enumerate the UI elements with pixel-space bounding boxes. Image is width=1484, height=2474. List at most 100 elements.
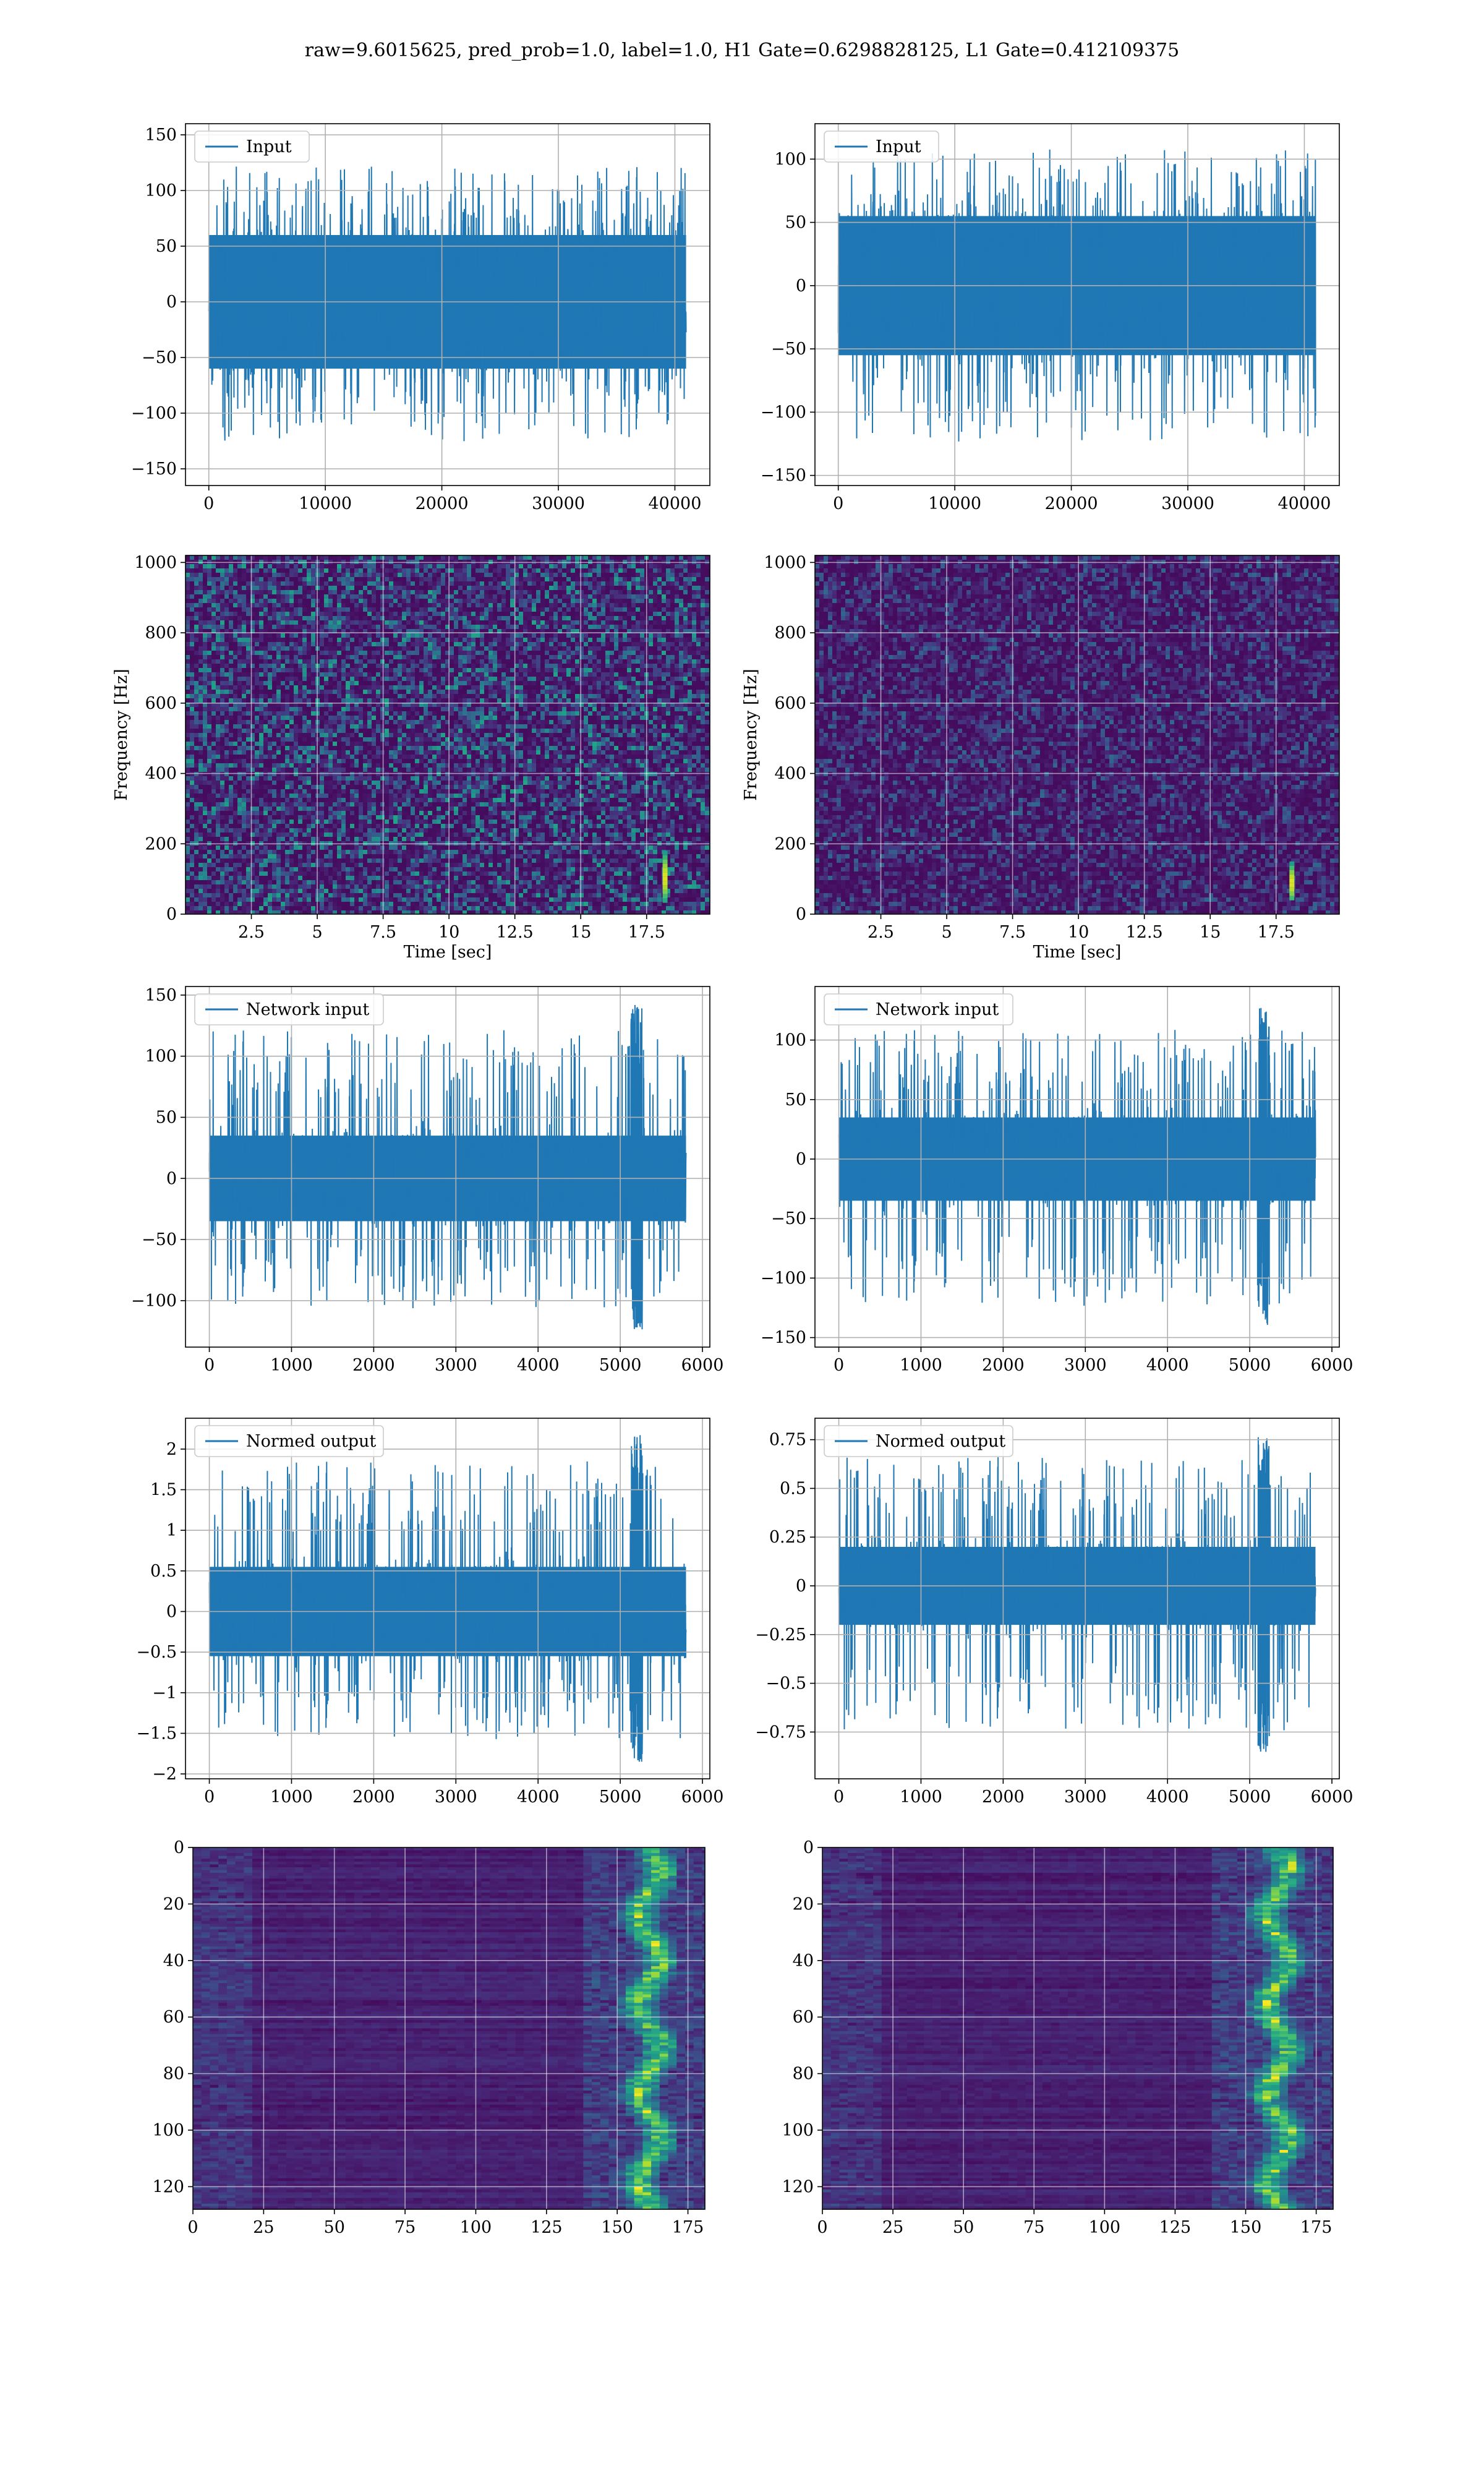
spectrogram-cell <box>705 590 709 594</box>
spectrogram-cell <box>527 603 532 607</box>
spectrogram-cell <box>432 720 437 724</box>
spectrogram-cell <box>268 707 272 711</box>
spectrogram-cell <box>475 599 480 603</box>
spectrogram-cell <box>237 694 242 698</box>
spectrogram-cell <box>328 694 333 698</box>
spectrogram-cell <box>471 612 475 616</box>
spectrogram-cell <box>692 577 696 581</box>
spectrogram-cell <box>527 711 532 716</box>
spectrogram-cell <box>501 633 506 638</box>
spectrogram-cell <box>216 568 220 573</box>
spectrogram-cell <box>411 642 415 646</box>
spectrogram-cell <box>683 716 688 720</box>
spectrogram-cell <box>367 616 372 620</box>
spectrogram-cell <box>203 698 207 703</box>
spectrogram-cell <box>696 655 701 659</box>
spectrogram-cell <box>229 599 233 603</box>
spectrogram-cell <box>203 577 207 581</box>
spectrogram-cell <box>311 646 315 651</box>
spectrogram-cell <box>307 638 311 642</box>
spectrogram-cell <box>220 581 224 586</box>
spectrogram-cell <box>692 633 696 638</box>
spectrogram-cell <box>441 629 445 633</box>
spectrogram-cell <box>224 586 229 590</box>
spectrogram-cell <box>328 577 333 581</box>
spectrogram-cell <box>493 659 497 664</box>
spectrogram-cell <box>536 655 540 659</box>
spectrogram-cell <box>281 590 285 594</box>
spectrogram-cell <box>441 560 445 564</box>
spectrogram-cell <box>285 573 289 577</box>
spectrogram-cell <box>211 668 216 672</box>
spectrogram-cell <box>376 594 380 599</box>
spectrogram-cell <box>302 633 307 638</box>
spectrogram-cell <box>484 564 488 568</box>
spectrogram-cell <box>441 620 445 625</box>
spectrogram-cell <box>224 573 229 577</box>
spectrogram-cell <box>532 703 536 707</box>
spectrogram-cell <box>536 607 540 612</box>
spectrogram-cell <box>437 581 441 586</box>
spectrogram-cell <box>588 603 592 607</box>
spectrogram-cell <box>428 638 432 642</box>
spectrogram-cell <box>523 703 527 707</box>
spectrogram-cell <box>553 681 558 685</box>
spectrogram-cell <box>294 573 298 577</box>
spectrogram-cell <box>636 607 640 612</box>
spectrogram-cell <box>445 720 450 724</box>
spectrogram-cell <box>294 620 298 625</box>
spectrogram-cell <box>675 703 679 707</box>
spectrogram-cell <box>337 716 341 720</box>
spectrogram-cell <box>298 690 302 694</box>
spectrogram-cell <box>445 612 450 616</box>
spectrogram-cell <box>562 668 566 672</box>
spectrogram-cell <box>540 720 545 724</box>
spectrogram-cell <box>662 724 666 729</box>
spectrogram-cell <box>631 612 636 616</box>
spectrogram-cell <box>475 668 480 672</box>
spectrogram-cell <box>501 564 506 568</box>
spectrogram-cell <box>359 620 363 625</box>
spectrogram-cell <box>320 560 324 564</box>
spectrogram-cell <box>445 568 450 573</box>
spectrogram-cell <box>190 703 194 707</box>
spectrogram-cell <box>458 646 463 651</box>
spectrogram-cell <box>285 703 289 707</box>
spectrogram-cell <box>372 646 376 651</box>
spectrogram-cell <box>337 564 341 568</box>
spectrogram-cell <box>601 620 605 625</box>
spectrogram-cell <box>688 560 692 564</box>
spectrogram-cell <box>411 698 415 703</box>
spectrogram-cell <box>380 612 385 616</box>
spectrogram-cell <box>276 711 281 716</box>
spectrogram-cell <box>614 698 618 703</box>
spectrogram-cell <box>385 694 389 698</box>
spectrogram-cell <box>268 681 272 685</box>
spectrogram-cell <box>246 694 250 698</box>
spectrogram-cell <box>627 711 631 716</box>
spectrogram-cell <box>467 590 471 594</box>
spectrogram-cell <box>618 642 623 646</box>
spectrogram-cell <box>649 594 653 599</box>
spectrogram-cell <box>411 586 415 590</box>
spectrogram-cell <box>320 633 324 638</box>
spectrogram-cell <box>463 607 467 612</box>
spectrogram-cell <box>259 603 263 607</box>
spectrogram-cell <box>540 590 545 594</box>
spectrogram-cell <box>536 581 540 586</box>
spectrogram-cell <box>532 672 536 677</box>
spectrogram-cell <box>432 716 437 720</box>
spectrogram-cell <box>263 642 268 646</box>
spectrogram-cell <box>255 655 259 659</box>
spectrogram-cell <box>372 616 376 620</box>
spectrogram-cell <box>705 703 709 707</box>
spectrogram-cell <box>705 707 709 711</box>
spectrogram-cell <box>575 720 579 724</box>
spectrogram-cell <box>597 668 601 672</box>
spectrogram-cell <box>640 638 644 642</box>
spectrogram-cell <box>207 668 211 672</box>
spectrogram-cell <box>211 577 216 581</box>
spectrogram-cell <box>341 607 346 612</box>
spectrogram-cell <box>653 612 657 616</box>
spectrogram-cell <box>289 659 294 664</box>
